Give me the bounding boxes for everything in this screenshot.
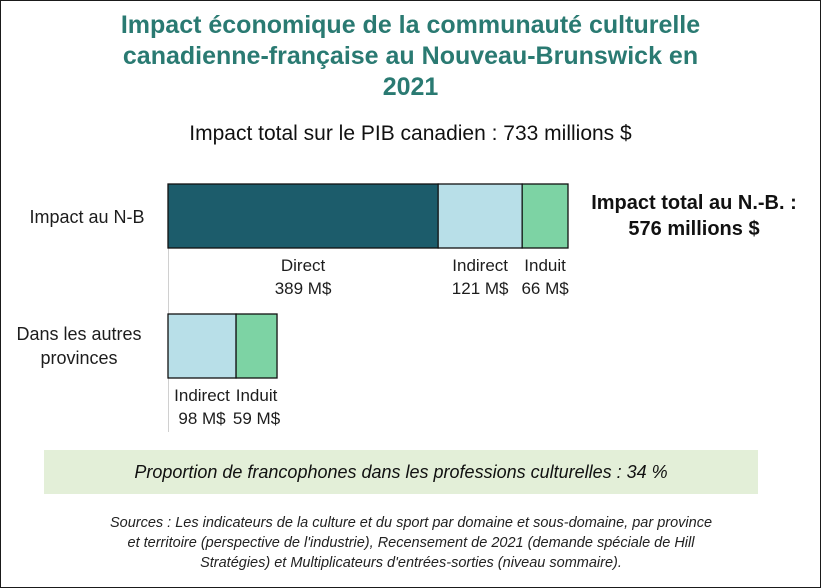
- data-label-dans-les-autres-provinces-induit-value: 59 M$: [233, 409, 281, 428]
- row-label-other-provinces: Dans les autres provinces: [4, 322, 154, 370]
- data-label-impact-au-n-b-direct-name: Direct: [281, 256, 326, 275]
- note-text: Proportion de francophones dans les prof…: [134, 461, 668, 482]
- sources-line-2: et territoire (perspective de l'industri…: [127, 535, 695, 551]
- title-line-2: canadienne-française au Nouveau-Brunswic…: [122, 42, 699, 70]
- data-label-dans-les-autres-provinces-indirect-name: Indirect: [174, 386, 230, 405]
- data-label-dans-les-autres-provinces-indirect-value: 98 M$: [178, 409, 226, 428]
- sources-line-3: Stratégies) et Multiplicateurs d'entrées…: [200, 555, 622, 571]
- row-label-other-line2: provinces: [40, 348, 118, 368]
- total-nb-line2: 576 millions $: [628, 218, 760, 240]
- sources-line-1: Sources : Les indicateurs de la culture …: [109, 515, 713, 531]
- total-nb-label: Impact total au N.-B. : 576 millions $: [574, 190, 814, 242]
- chart-title: Impact économique de la communauté cultu…: [0, 10, 821, 103]
- row-label-other-line1: Dans les autres: [16, 324, 142, 344]
- bar-impact-au-n-b-indirect: [437, 183, 523, 249]
- data-label-impact-au-n-b-direct-value: 389 M$: [275, 279, 332, 298]
- data-label-impact-au-n-b-indirect-name: Indirect: [452, 256, 508, 275]
- data-label-impact-au-n-b-induit-value: 66 M$: [521, 279, 569, 298]
- data-label-impact-au-n-b-indirect-value: 121 M$: [452, 279, 509, 298]
- bar-impact-au-n-b-direct: [167, 183, 439, 249]
- title-line-3: 2021: [382, 73, 439, 101]
- total-canada-label: Impact total sur le PIB canadien : 733 m…: [189, 122, 632, 145]
- data-label-impact-au-n-b-induit-name: Induit: [524, 256, 566, 275]
- bar-dans-les-autres-provinces-indirect: [167, 313, 237, 379]
- sources-note: Sources : Les indicateurs de la culture …: [26, 513, 796, 573]
- title-line-1: Impact économique de la communauté cultu…: [120, 11, 701, 39]
- data-label-dans-les-autres-provinces-induit-name: Induit: [236, 386, 278, 405]
- bar-impact-au-n-b-induit: [521, 183, 569, 249]
- row-label-nb: Impact au N-B: [29, 207, 145, 227]
- francophone-proportion-note: Proportion de francophones dans les prof…: [44, 450, 758, 494]
- category-axis: [168, 184, 169, 432]
- total-nb-line1: Impact total au N.-B. :: [591, 192, 797, 214]
- bar-dans-les-autres-provinces-induit: [235, 313, 278, 379]
